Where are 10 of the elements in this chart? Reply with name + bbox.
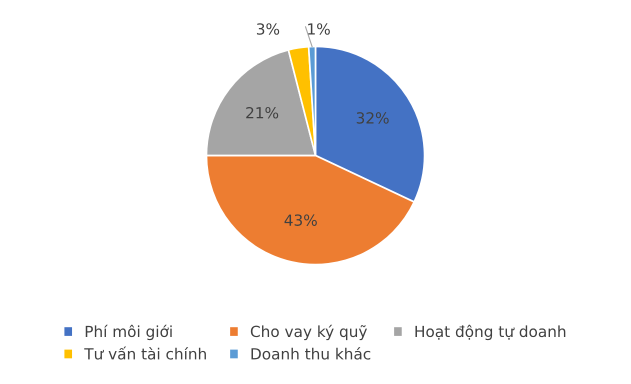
data-label: 3% — [256, 23, 280, 35]
legend-label: Doanh thu khác — [251, 347, 370, 360]
data-label: 32% — [356, 112, 389, 124]
legend-label: Hoạt động tự doanh — [415, 324, 566, 340]
legend-label: Cho vay ký quỹ — [250, 324, 368, 340]
legend-label: Tư vấn tài chính — [84, 346, 206, 360]
data-label: 1% — [308, 23, 330, 35]
legend-label: Phí môi giới — [86, 324, 172, 340]
data-label: 21% — [246, 106, 278, 119]
data-label: 43% — [284, 214, 317, 226]
